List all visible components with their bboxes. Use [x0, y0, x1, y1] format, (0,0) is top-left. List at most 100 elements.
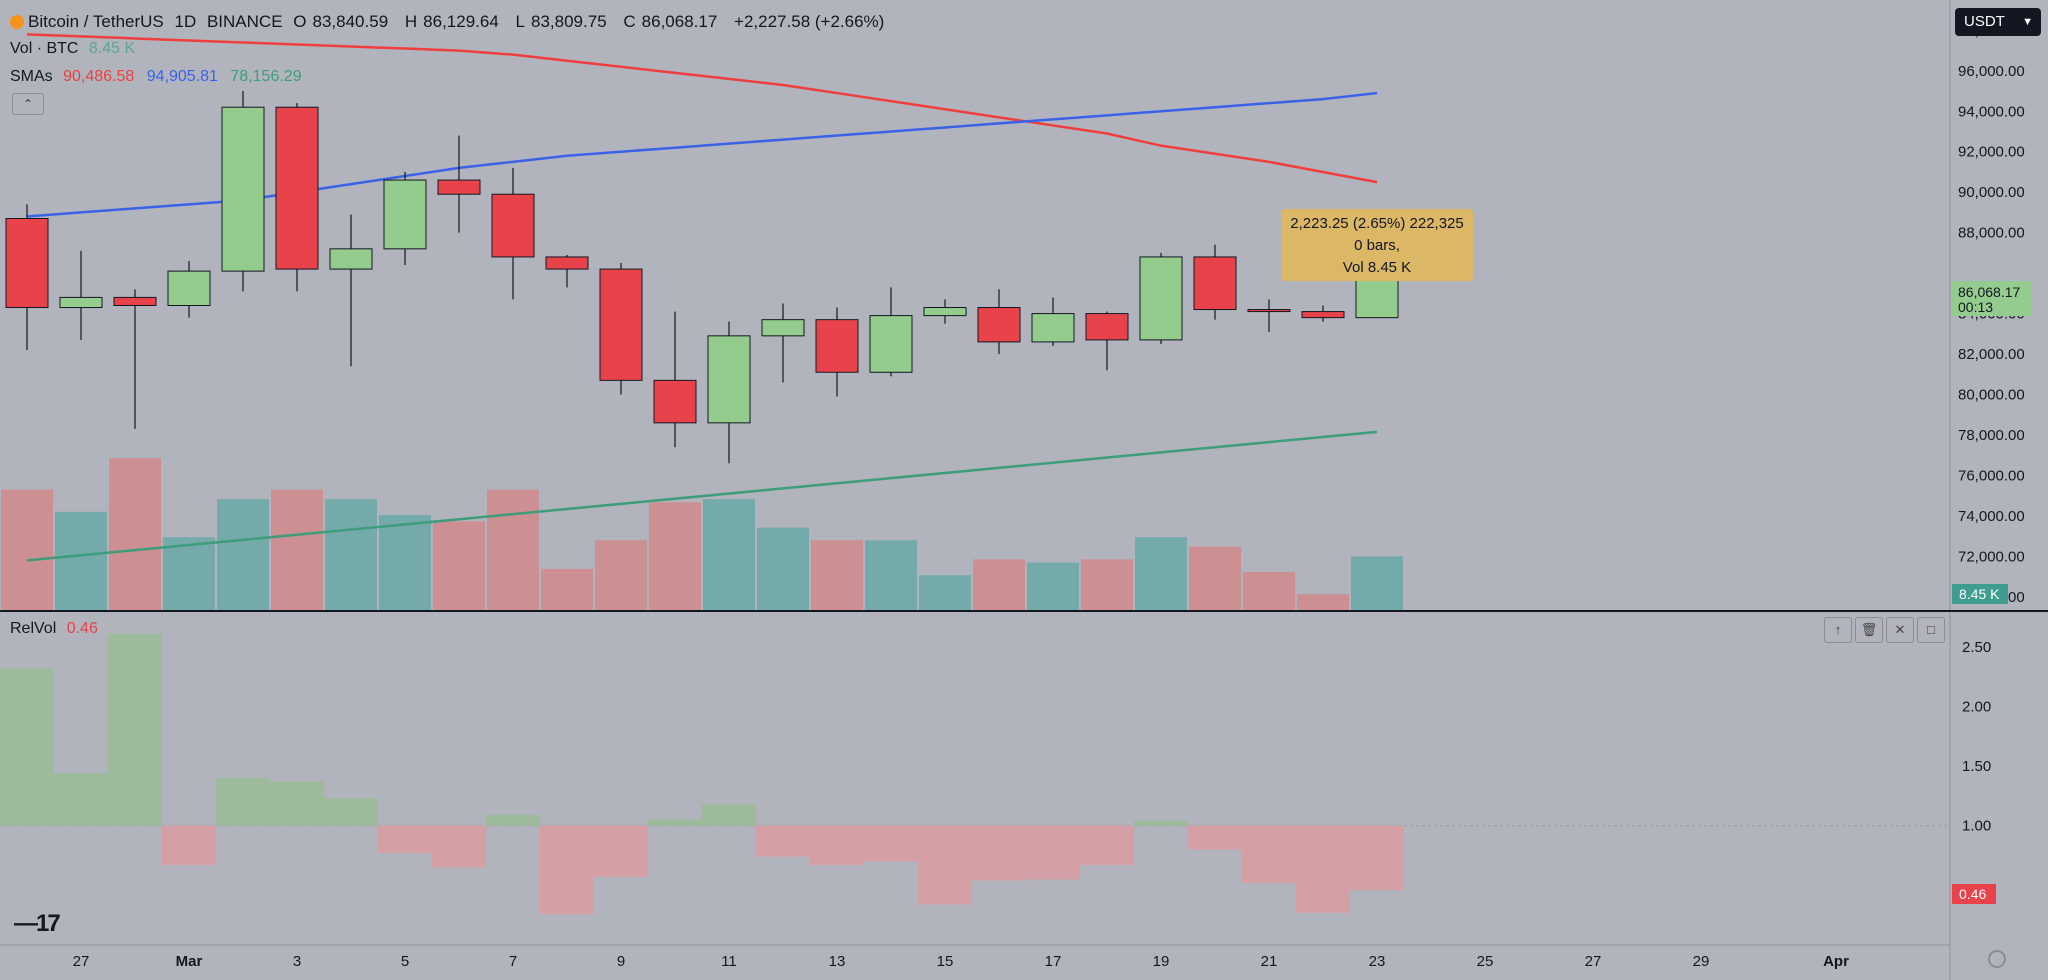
- relvol-bar: [810, 825, 864, 866]
- sma-line: [26, 430, 1378, 562]
- volume-bar: [1, 489, 53, 610]
- price-tick-label: 94,000.00: [1958, 103, 2025, 120]
- volume-bar: [811, 540, 863, 610]
- price-tick-label: 96,000.00: [1958, 63, 2025, 80]
- time-tick-label: 7: [509, 953, 517, 970]
- candle-body: [1193, 256, 1237, 311]
- relvol-bar: [378, 825, 432, 854]
- tooltip-line-2: 0 bars,: [1354, 237, 1400, 254]
- settings-icon[interactable]: [1988, 950, 2006, 968]
- sma-legend-label: SMAs: [10, 68, 53, 85]
- candle-body: [707, 335, 751, 424]
- volume-bar: [1081, 559, 1133, 610]
- relvol-bar: [108, 633, 162, 826]
- tooltip-line-1: 2,223.25 (2.65%) 222,325: [1290, 215, 1464, 232]
- price-tick-label: 76,000.00: [1958, 467, 2025, 484]
- volume-bar: [973, 559, 1025, 610]
- candle-body: [383, 179, 427, 250]
- relvol-bar: [918, 825, 972, 905]
- relvol-legend-value: 0.46: [66, 620, 98, 637]
- pane-close-button[interactable]: ✕: [1886, 617, 1914, 643]
- relvol-bar: [648, 819, 702, 826]
- time-axis[interactable]: 27 Mar 3 5 7 9 11 13 15 17 19 21 23 25 27 29 Apr: [73, 953, 1849, 970]
- relvol-bar: [1188, 825, 1242, 850]
- relvol-bar: [54, 773, 108, 826]
- candle-series: [5, 91, 1399, 464]
- volume-bar: [379, 515, 431, 610]
- time-tick-label: 27: [1585, 953, 1602, 970]
- relvol-bar: [1296, 825, 1350, 913]
- relvol-bar: [864, 825, 918, 862]
- volume-legend[interactable]: Vol · BTC 8.45 K: [10, 40, 141, 58]
- candle-body: [113, 296, 157, 307]
- volume-bar: [1189, 546, 1241, 610]
- volume-bar: [1297, 594, 1349, 610]
- relvol-bar: [972, 825, 1026, 881]
- relvol-bar: [702, 804, 756, 826]
- symbol-legend[interactable]: Bitcoin / TetherUS 1D BINANCE O 83,840.59…: [10, 12, 890, 32]
- volume-bar: [541, 568, 593, 610]
- time-tick-label: 9: [617, 953, 625, 970]
- relvol-axis[interactable]: 2.50 2.00 1.50 1.00: [1962, 639, 1991, 835]
- price-tick-label: 92,000.00: [1958, 144, 2025, 161]
- candle-body: [977, 307, 1021, 343]
- volume-bar: [271, 489, 323, 610]
- volume-bar: [55, 511, 107, 610]
- candle-body: [599, 268, 643, 381]
- relvol-bar: [540, 825, 594, 914]
- relvol-bar: [486, 814, 540, 826]
- candle-body: [545, 256, 589, 270]
- ohlc-high: H 86,129.64: [404, 12, 499, 31]
- sma-blue-value: 94,905.81: [146, 68, 218, 85]
- volume-badge: [1952, 584, 2008, 604]
- price-tick-label: 72,000.00: [1958, 548, 2025, 565]
- pane-maximize-button[interactable]: □: [1917, 617, 1945, 643]
- time-tick-label: 11: [721, 953, 737, 970]
- relvol-badge: [1952, 884, 1996, 904]
- symbol-title[interactable]: Bitcoin / TetherUS: [28, 12, 164, 31]
- trash-icon: 🗑: [1860, 622, 1878, 637]
- close-icon: ✕: [1894, 622, 1906, 637]
- time-tick-label: 25: [1477, 953, 1494, 970]
- sma-legend[interactable]: SMAs 90,486.58 94,905.81 78,156.29: [10, 68, 308, 86]
- volume-bar: [703, 499, 755, 610]
- time-tick-label: 5: [401, 953, 409, 970]
- bitcoin-icon: [10, 15, 24, 29]
- candle-body: [869, 315, 913, 373]
- volume-bar: [1351, 556, 1403, 610]
- ohlc-open: O 83,840.59: [293, 12, 389, 31]
- candle-body: [761, 319, 805, 337]
- candle-body: [923, 307, 967, 317]
- pane-delete-button[interactable]: 🗑: [1855, 617, 1883, 643]
- candle-body: [815, 319, 859, 373]
- pane-move-up-button[interactable]: ↑: [1824, 617, 1852, 643]
- volume-bar: [1243, 572, 1295, 610]
- maximize-icon: □: [1927, 622, 1935, 637]
- volume-bar: [109, 458, 161, 610]
- volume-bar: [757, 527, 809, 610]
- interval-label[interactable]: 1D: [174, 12, 197, 31]
- candle-body: [653, 379, 697, 424]
- volume-bar: [163, 537, 215, 610]
- price-tick-label: 90,000.00: [1958, 184, 2025, 201]
- price-tick-label: 82,000.00: [1958, 346, 2025, 363]
- time-tick-label: 13: [829, 953, 846, 970]
- volume-legend-value: 8.45 K: [88, 40, 136, 57]
- relvol-tick-label: 2.50: [1962, 639, 1991, 656]
- candle-body: [1301, 311, 1345, 319]
- candle-body: [275, 106, 319, 270]
- relvol-legend[interactable]: RelVol 0.46: [10, 620, 104, 638]
- sma-line: [26, 33, 1378, 184]
- tradingview-logo-icon[interactable]: —17: [14, 910, 61, 937]
- volume-bar: [217, 499, 269, 610]
- relvol-bar: [432, 825, 486, 868]
- relvol-bar: [1242, 825, 1296, 883]
- relvol-series: [0, 633, 1950, 914]
- volume-series: [1, 458, 1403, 610]
- relvol-bar: [1134, 820, 1188, 826]
- price-tick-label: 88,000.00: [1958, 225, 2025, 242]
- relvol-bar: [1080, 825, 1134, 866]
- currency-select[interactable]: USDT ▼: [1955, 8, 2041, 36]
- collapse-legend-button[interactable]: ⌃: [12, 93, 44, 115]
